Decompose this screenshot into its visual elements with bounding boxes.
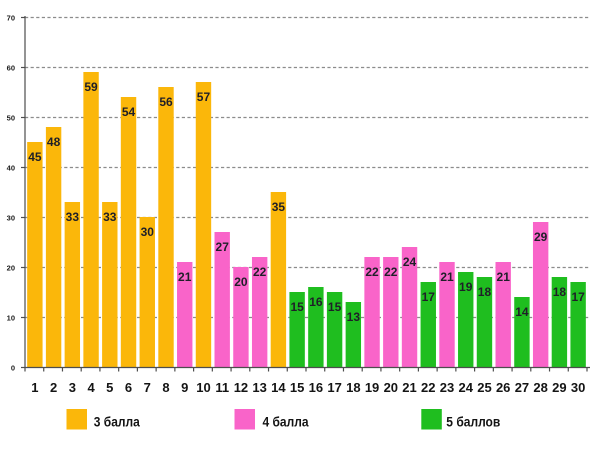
svg-text:18: 18 [346, 380, 360, 395]
svg-text:17: 17 [327, 380, 341, 395]
svg-text:56: 56 [159, 95, 173, 109]
svg-text:14: 14 [515, 305, 529, 319]
svg-text:13: 13 [347, 310, 361, 324]
svg-text:70: 70 [7, 14, 15, 23]
svg-text:8: 8 [162, 380, 169, 395]
svg-text:11: 11 [215, 380, 229, 395]
svg-text:26: 26 [496, 380, 510, 395]
svg-text:30: 30 [571, 380, 585, 395]
svg-text:48: 48 [47, 135, 61, 149]
svg-text:60: 60 [7, 64, 15, 73]
svg-text:20: 20 [7, 264, 15, 273]
svg-text:16: 16 [309, 295, 323, 309]
svg-text:22: 22 [421, 380, 435, 395]
svg-text:6: 6 [125, 380, 132, 395]
svg-text:5 баллов: 5 баллов [446, 415, 500, 430]
svg-text:30: 30 [141, 225, 155, 239]
svg-text:3 балла: 3 балла [94, 415, 140, 430]
svg-text:1: 1 [31, 380, 38, 395]
svg-text:15: 15 [328, 300, 342, 314]
svg-text:22: 22 [384, 265, 398, 279]
svg-text:40: 40 [7, 164, 15, 173]
svg-text:22: 22 [365, 265, 379, 279]
svg-text:29: 29 [552, 380, 566, 395]
svg-text:54: 54 [122, 105, 136, 119]
svg-text:7: 7 [144, 380, 151, 395]
svg-text:18: 18 [478, 285, 492, 299]
svg-text:2: 2 [50, 380, 57, 395]
svg-text:20: 20 [234, 275, 248, 289]
svg-text:19: 19 [459, 280, 473, 294]
svg-text:16: 16 [309, 380, 323, 395]
svg-text:4: 4 [87, 380, 95, 395]
svg-text:23: 23 [440, 380, 454, 395]
svg-text:12: 12 [234, 380, 248, 395]
svg-text:13: 13 [252, 380, 266, 395]
svg-text:30: 30 [7, 214, 15, 223]
svg-text:10: 10 [7, 314, 15, 323]
svg-text:3: 3 [69, 380, 76, 395]
svg-text:21: 21 [440, 270, 454, 284]
svg-text:59: 59 [84, 80, 98, 94]
svg-text:18: 18 [553, 285, 567, 299]
svg-text:33: 33 [66, 210, 80, 224]
svg-text:20: 20 [384, 380, 398, 395]
svg-text:0: 0 [11, 364, 15, 373]
svg-text:19: 19 [365, 380, 379, 395]
svg-text:27: 27 [216, 240, 230, 254]
svg-text:25: 25 [477, 380, 491, 395]
svg-text:22: 22 [253, 265, 267, 279]
svg-text:21: 21 [402, 380, 416, 395]
svg-text:24: 24 [403, 255, 417, 269]
svg-text:17: 17 [571, 290, 585, 304]
svg-text:35: 35 [272, 200, 286, 214]
svg-text:28: 28 [533, 380, 547, 395]
svg-text:14: 14 [271, 380, 286, 395]
svg-text:24: 24 [458, 380, 473, 395]
svg-text:10: 10 [196, 380, 210, 395]
svg-text:21: 21 [497, 270, 511, 284]
svg-text:45: 45 [28, 150, 42, 164]
svg-text:27: 27 [515, 380, 529, 395]
svg-text:57: 57 [197, 90, 211, 104]
svg-text:21: 21 [178, 270, 192, 284]
svg-text:15: 15 [290, 300, 304, 314]
svg-text:17: 17 [422, 290, 436, 304]
svg-text:33: 33 [103, 210, 117, 224]
svg-text:50: 50 [7, 114, 15, 123]
svg-text:9: 9 [181, 380, 188, 395]
svg-text:29: 29 [534, 230, 548, 244]
svg-text:5: 5 [106, 380, 113, 395]
svg-text:15: 15 [290, 380, 304, 395]
svg-text:4 балла: 4 балла [263, 415, 309, 430]
